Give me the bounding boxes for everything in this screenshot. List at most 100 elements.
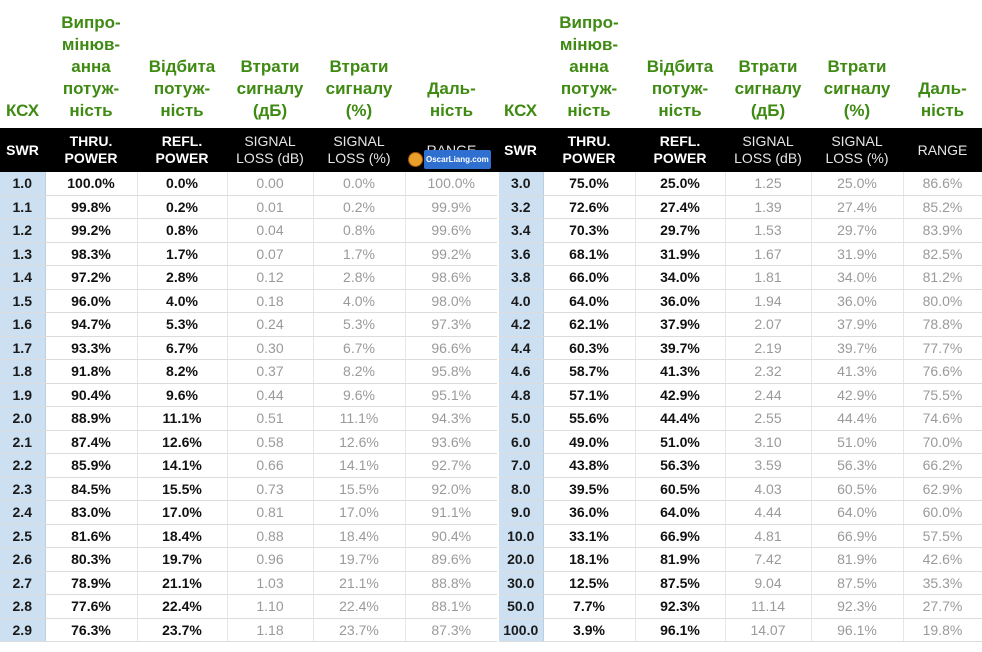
cell-signal-loss-db: 2.19	[725, 336, 812, 360]
cell-signal-loss-db: 4.81	[725, 524, 812, 548]
cell-swr: 4.6	[498, 359, 544, 384]
cell-swr: 30.0	[498, 571, 544, 595]
table-row: 2.9 76.3% 23.7% 1.18 23.7% 87.3% 100.0 3.9% 96.1…	[0, 618, 982, 642]
cell-swr: 3.6	[498, 242, 544, 266]
cell-signal-loss-pct: 8.2%	[313, 359, 406, 384]
cell-swr: 1.9	[0, 383, 46, 407]
cell-signal-loss-pct: 41.3%	[811, 359, 904, 384]
cell-range: 97.3%	[405, 312, 499, 337]
cell-signal-loss-pct: 27.4%	[811, 195, 904, 219]
cell-thru-power: 99.2%	[45, 218, 138, 243]
cell-range: 82.5%	[903, 242, 982, 266]
cell-swr: 100.0	[498, 618, 544, 642]
cell-refl-power: 0.0%	[137, 172, 228, 196]
cell-refl-power: 56.3%	[635, 453, 726, 478]
cell-signal-loss-db: 0.12	[227, 265, 314, 290]
cell-signal-loss-db: 11.14	[725, 594, 812, 619]
cell-signal-loss-db: 1.18	[227, 618, 314, 642]
ua-header-thru-power-right: Випро- мінюв- анна потуж- ність	[559, 13, 619, 120]
cell-signal-loss-pct: 96.1%	[811, 618, 904, 642]
cell-swr: 8.0	[498, 477, 544, 501]
oscarliang-logo: OscarLiang.com	[408, 150, 491, 169]
cell-refl-power: 0.8%	[137, 218, 228, 243]
cell-signal-loss-db: 4.03	[725, 477, 812, 501]
cell-range: 81.2%	[903, 265, 982, 290]
cell-refl-power: 8.2%	[137, 359, 228, 384]
cell-range: 91.1%	[405, 500, 499, 525]
cell-signal-loss-pct: 12.6%	[313, 430, 406, 454]
cell-swr: 20.0	[498, 547, 544, 572]
cell-signal-loss-db: 1.67	[725, 242, 812, 266]
cell-signal-loss-db: 0.66	[227, 453, 314, 478]
cell-refl-power: 42.9%	[635, 383, 726, 407]
cell-range: 80.0%	[903, 289, 982, 313]
cell-thru-power: 83.0%	[45, 500, 138, 525]
table-row: 1.2 99.2% 0.8% 0.04 0.8% 99.6% 3.4 70.3% 29.7% 1.…	[0, 218, 982, 243]
cell-swr: 1.5	[0, 289, 46, 313]
cell-range: 62.9%	[903, 477, 982, 501]
cell-thru-power: 81.6%	[45, 524, 138, 548]
cell-signal-loss-pct: 6.7%	[313, 336, 406, 360]
cell-signal-loss-pct: 34.0%	[811, 265, 904, 290]
cell-range: 57.5%	[903, 524, 982, 548]
ua-header-signal-loss-db-right: Втрати сигналу (дБ)	[734, 57, 802, 120]
cell-swr: 9.0	[498, 500, 544, 525]
cell-signal-loss-pct: 60.5%	[811, 477, 904, 501]
cell-thru-power: 88.9%	[45, 406, 138, 431]
cell-range: 87.3%	[405, 618, 499, 642]
cell-swr: 2.8	[0, 594, 46, 619]
cell-range: 90.4%	[405, 524, 499, 548]
header-range-right: RANGE	[903, 128, 982, 172]
cell-range: 78.8%	[903, 312, 982, 337]
cell-signal-loss-pct: 87.5%	[811, 571, 904, 595]
cell-range: 35.3%	[903, 571, 982, 595]
ua-header-signal-loss-db-left: Втрати сигналу (дБ)	[236, 57, 304, 120]
cell-range: 99.2%	[405, 242, 499, 266]
table-row: 2.8 77.6% 22.4% 1.10 22.4% 88.1% 50.0 7.7% 92.3%…	[0, 594, 982, 619]
cell-range: 89.6%	[405, 547, 499, 572]
cell-signal-loss-pct: 15.5%	[313, 477, 406, 501]
cell-thru-power: 3.9%	[543, 618, 636, 642]
cell-signal-loss-pct: 22.4%	[313, 594, 406, 619]
cell-range: 95.8%	[405, 359, 499, 384]
cell-range: 98.6%	[405, 265, 499, 290]
cell-range: 88.8%	[405, 571, 499, 595]
cell-refl-power: 66.9%	[635, 524, 726, 548]
cell-thru-power: 98.3%	[45, 242, 138, 266]
cell-swr: 3.4	[498, 218, 544, 243]
cell-swr: 2.6	[0, 547, 46, 572]
cell-swr: 10.0	[498, 524, 544, 548]
cell-swr: 2.9	[0, 618, 46, 642]
cell-refl-power: 87.5%	[635, 571, 726, 595]
cell-thru-power: 68.1%	[543, 242, 636, 266]
cell-thru-power: 66.0%	[543, 265, 636, 290]
cell-thru-power: 78.9%	[45, 571, 138, 595]
cell-signal-loss-db: 0.51	[227, 406, 314, 431]
cell-refl-power: 23.7%	[137, 618, 228, 642]
table-row: 1.1 99.8% 0.2% 0.01 0.2% 99.9% 3.2 72.6% 27.4% 1.…	[0, 195, 982, 219]
cell-signal-loss-db: 0.96	[227, 547, 314, 572]
cell-signal-loss-db: 2.55	[725, 406, 812, 431]
swr-table-body: 1.0 100.0% 0.0% 0.00 0.0% 100.0% 3.0 75.0% 25.0%…	[0, 172, 982, 642]
cell-signal-loss-db: 1.03	[227, 571, 314, 595]
cell-signal-loss-db: 4.44	[725, 500, 812, 525]
cell-refl-power: 21.1%	[137, 571, 228, 595]
cell-thru-power: 85.9%	[45, 453, 138, 478]
cell-swr: 7.0	[498, 453, 544, 478]
table-row: 1.4 97.2% 2.8% 0.12 2.8% 98.6% 3.8 66.0% 34.0% 1.…	[0, 265, 982, 290]
cell-signal-loss-db: 0.73	[227, 477, 314, 501]
cell-range: 98.0%	[405, 289, 499, 313]
cell-swr: 4.8	[498, 383, 544, 407]
cell-refl-power: 31.9%	[635, 242, 726, 266]
cell-swr: 2.4	[0, 500, 46, 525]
cell-signal-loss-db: 0.44	[227, 383, 314, 407]
cell-signal-loss-db: 1.94	[725, 289, 812, 313]
cell-swr: 2.7	[0, 571, 46, 595]
cell-refl-power: 17.0%	[137, 500, 228, 525]
cell-swr: 5.0	[498, 406, 544, 431]
table-row: 2.0 88.9% 11.1% 0.51 11.1% 94.3% 5.0 55.6% 44.4%…	[0, 406, 982, 431]
cell-signal-loss-pct: 21.1%	[313, 571, 406, 595]
ua-header-range-right: Даль- ність	[918, 79, 967, 120]
cell-swr: 1.8	[0, 359, 46, 384]
cell-signal-loss-pct: 1.7%	[313, 242, 406, 266]
